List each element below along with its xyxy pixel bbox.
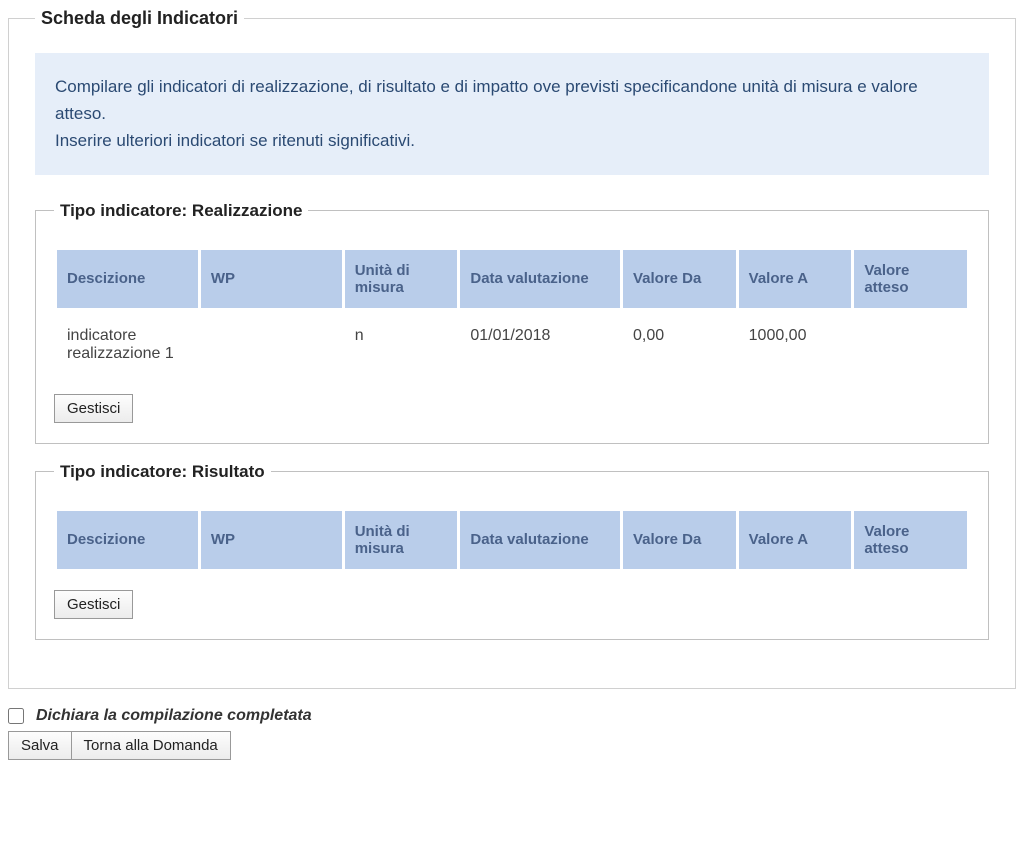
info-line-2: Inserire ulteriori indicatori se ritenut… xyxy=(55,127,969,154)
col-wp: WP xyxy=(201,511,342,569)
actions-row: Salva Torna alla Domanda xyxy=(8,731,1016,760)
table-realizzazione: Descizione WP Unità di misura Data valut… xyxy=(54,247,970,376)
gestisci-risultato-button[interactable]: Gestisci xyxy=(54,590,133,619)
cell-valore-a: 1000,00 xyxy=(739,311,852,373)
gestisci-realizzazione-button[interactable]: Gestisci xyxy=(54,394,133,423)
table-header-row: Descizione WP Unità di misura Data valut… xyxy=(57,250,967,308)
back-button[interactable]: Torna alla Domanda xyxy=(72,731,231,760)
col-descrizione: Descizione xyxy=(57,250,198,308)
section-risultato-title: Tipo indicatore: Risultato xyxy=(54,462,271,482)
table-header-row: Descizione WP Unità di misura Data valut… xyxy=(57,511,967,569)
cell-descrizione: indicatore realizzazione 1 xyxy=(57,311,198,373)
info-box: Compilare gli indicatori di realizzazion… xyxy=(35,53,989,175)
table-risultato: Descizione WP Unità di misura Data valut… xyxy=(54,508,970,572)
completion-label[interactable]: Dichiara la compilazione completata xyxy=(36,707,312,725)
page-title: Scheda degli Indicatori xyxy=(35,8,244,29)
cell-unita: n xyxy=(345,311,458,373)
col-data-val: Data valutazione xyxy=(460,511,620,569)
col-valore-da: Valore Da xyxy=(623,511,736,569)
col-wp: WP xyxy=(201,250,342,308)
completion-checkbox[interactable] xyxy=(8,708,24,724)
completion-row: Dichiara la compilazione completata xyxy=(8,707,1016,725)
info-line-1: Compilare gli indicatori di realizzazion… xyxy=(55,73,969,127)
cell-wp xyxy=(201,311,342,373)
save-button[interactable]: Salva xyxy=(8,731,72,760)
cell-data-val: 01/01/2018 xyxy=(460,311,620,373)
col-unita: Unità di misura xyxy=(345,250,458,308)
col-valore-da: Valore Da xyxy=(623,250,736,308)
cell-valore-da: 0,00 xyxy=(623,311,736,373)
col-valore-atteso: Valore atteso xyxy=(854,250,967,308)
col-unita: Unità di misura xyxy=(345,511,458,569)
indicators-card: Scheda degli Indicatori Compilare gli in… xyxy=(8,8,1016,689)
col-valore-a: Valore A xyxy=(739,511,852,569)
cell-valore-atteso xyxy=(854,311,967,373)
col-valore-a: Valore A xyxy=(739,250,852,308)
col-data-val: Data valutazione xyxy=(460,250,620,308)
col-valore-atteso: Valore atteso xyxy=(854,511,967,569)
section-risultato: Tipo indicatore: Risultato Descizione WP… xyxy=(35,462,989,640)
section-realizzazione: Tipo indicatore: Realizzazione Descizion… xyxy=(35,201,989,444)
table-row: indicatore realizzazione 1 n 01/01/2018 … xyxy=(57,311,967,373)
section-realizzazione-title: Tipo indicatore: Realizzazione xyxy=(54,201,308,221)
col-descrizione: Descizione xyxy=(57,511,198,569)
